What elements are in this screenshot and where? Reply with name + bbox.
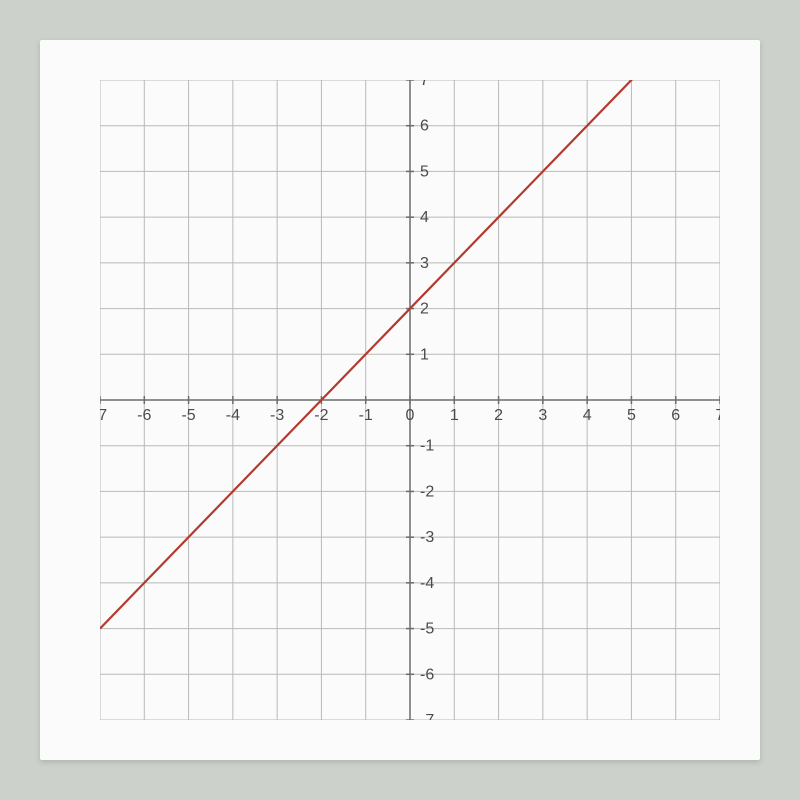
- y-tick-label: -1: [420, 438, 434, 455]
- plot-area: -7 -6 -5 -4 -3 -2 -1 0 1 2 3 4 5 6 7 -7 -6 -5 -4 -3 -2 -1 1 2 3 4…: [100, 80, 720, 720]
- y-tick-label: 2: [420, 301, 429, 318]
- line-chart: -7 -6 -5 -4 -3 -2 -1 0 1 2 3 4 5 6 7 -7 -6 -5 -4 -3 -2 -1 1 2 3 4…: [100, 80, 720, 720]
- y-tick-label: 1: [420, 346, 429, 363]
- y-tick-label: 4: [420, 209, 429, 226]
- y-tick-label: 6: [420, 118, 429, 135]
- y-tick-label: -6: [420, 666, 434, 683]
- y-tick-label: 3: [420, 255, 429, 272]
- y-tick-label: -4: [420, 575, 434, 592]
- x-tick-label: 1: [450, 407, 459, 424]
- x-tick-label: -2: [314, 407, 328, 424]
- x-tick-label: -6: [137, 407, 151, 424]
- y-tick-label: -3: [420, 529, 434, 546]
- x-tick-label: 5: [627, 407, 636, 424]
- x-tick-label: -1: [359, 407, 373, 424]
- y-tick-label: 5: [420, 163, 429, 180]
- x-tick-label: -5: [181, 407, 195, 424]
- x-tick-label: 0: [406, 407, 415, 424]
- x-tick-label: 7: [716, 407, 720, 424]
- x-tick-label: -7: [100, 407, 107, 424]
- x-tick-label: 6: [671, 407, 680, 424]
- x-tick-label: 2: [494, 407, 503, 424]
- x-tick-label: -4: [226, 407, 240, 424]
- y-tick-label: 7: [420, 80, 429, 89]
- x-tick-label: -3: [270, 407, 284, 424]
- y-tick-label: -7: [420, 712, 434, 720]
- y-tick-label: -5: [420, 621, 434, 638]
- y-tick-label: -2: [420, 483, 434, 500]
- paper-sheet: -7 -6 -5 -4 -3 -2 -1 0 1 2 3 4 5 6 7 -7 -6 -5 -4 -3 -2 -1 1 2 3 4…: [40, 40, 760, 760]
- x-tick-label: 3: [538, 407, 547, 424]
- x-tick-label: 4: [583, 407, 592, 424]
